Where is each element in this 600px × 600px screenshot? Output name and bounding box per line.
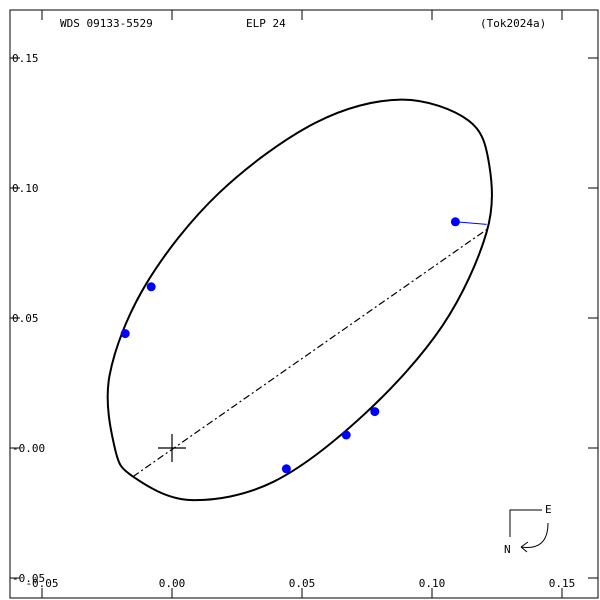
y-tick-label: -0.00 [12,442,45,455]
x-tick-label: 0.05 [289,577,316,590]
axis-ticks: -0.05 0.00 0.05 0.10 0.15 -0.05 -0.00 0.05 0.10 0… [10,10,598,598]
header-designation: WDS 09133-5529 [60,17,153,30]
compass-arrow [520,522,549,548]
residual-line [455,221,487,225]
compass-east-label: E [545,503,552,516]
compass-arrowhead [520,541,529,553]
y-tick-label: 0.05 [12,312,39,325]
plot-frame [9,9,599,599]
observation-point [370,407,380,417]
compass-north-label: N [504,543,511,556]
orbit-layer [106,98,493,502]
y-tick-label: 0.10 [12,182,39,195]
compass-east-arm [509,509,542,537]
header-reference: (Tok2024a) [480,17,546,30]
observation-point [281,464,291,474]
x-tick-label: -0.05 [25,577,58,590]
y-tick-label: 0.15 [12,52,39,65]
line-of-nodes [132,229,487,478]
observation-point [146,282,156,292]
observation-layer [120,217,487,474]
observation-point [450,217,460,227]
header-catalog: ELP 24 [246,17,286,30]
orbit-ellipse [106,98,493,502]
x-tick-label: 0.10 [419,577,446,590]
x-tick-label: 0.00 [159,577,186,590]
compass: E N [504,503,552,556]
x-tick-label: 0.15 [549,577,576,590]
y-tick-label: -0.05 [12,572,45,585]
observation-point [120,329,130,339]
observation-point [341,430,351,440]
